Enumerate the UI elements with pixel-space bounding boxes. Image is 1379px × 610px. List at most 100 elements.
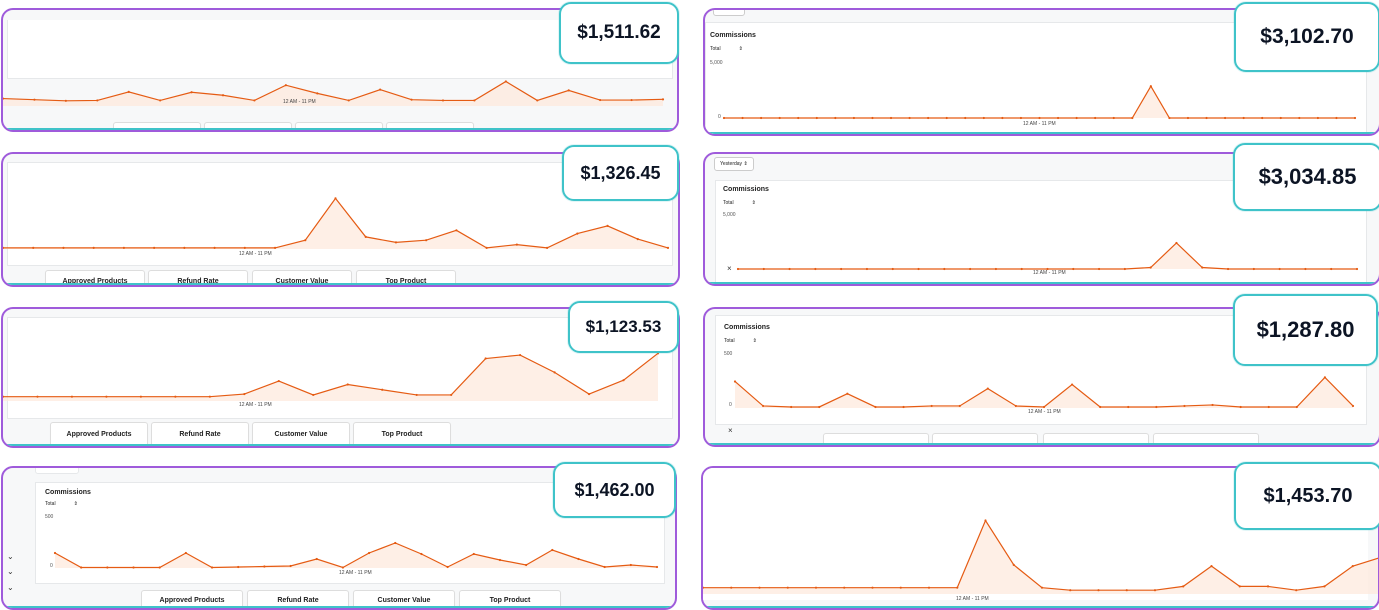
- period-select[interactable]: [35, 468, 79, 474]
- customer-value-button[interactable]: Customer Value: [295, 122, 383, 130]
- data-point: [567, 89, 570, 92]
- data-point: [736, 267, 740, 271]
- data-point: [741, 116, 744, 120]
- approved-products-button[interactable]: Approved Products: [113, 122, 201, 130]
- earnings-badge-2: $3,102.70: [1234, 2, 1379, 72]
- total-select[interactable]: Total ⇕: [724, 338, 757, 344]
- x-axis-label: 12 AM - 11 PM: [339, 570, 372, 576]
- total-select-value: Total: [724, 338, 735, 344]
- refund-rate-button[interactable]: [932, 433, 1038, 445]
- refund-rate-button[interactable]: Refund Rate: [148, 270, 248, 285]
- total-select[interactable]: Total ⇕: [45, 501, 78, 507]
- select-arrows-icon: ⇕: [751, 200, 756, 206]
- line-chart-2: [722, 85, 1357, 120]
- customer-value-button[interactable]: Customer Value: [252, 422, 350, 446]
- data-point: [304, 239, 307, 242]
- refund-rate-button[interactable]: Refund Rate: [247, 590, 349, 608]
- earnings-card-4: Yesterday ⇕ Commissions Total ⇕ 5,000 × 1…: [703, 152, 1379, 286]
- total-select[interactable]: Total ⇕: [710, 46, 743, 52]
- data-point: [1351, 565, 1354, 568]
- data-point: [1070, 383, 1074, 386]
- data-point: [153, 246, 156, 249]
- chart-title: Commissions: [724, 324, 770, 331]
- data-point: [1226, 267, 1230, 271]
- data-point: [629, 563, 632, 567]
- data-point: [221, 94, 225, 97]
- card-bottom-border: [705, 282, 1379, 284]
- data-point: [840, 267, 843, 271]
- data-point: [208, 395, 211, 398]
- data-point: [213, 246, 216, 249]
- data-point: [410, 98, 413, 101]
- approved-products-button[interactable]: [823, 433, 929, 445]
- series-line: [3, 352, 659, 398]
- chevron-down-icon[interactable]: ⌄: [7, 567, 14, 576]
- data-point: [484, 357, 487, 360]
- data-point: [277, 379, 280, 383]
- data-point: [733, 380, 737, 383]
- data-point: [33, 98, 36, 101]
- y-tick-top: 500: [45, 514, 54, 520]
- data-point: [347, 99, 350, 102]
- select-arrows-icon: ⇕: [752, 338, 757, 344]
- refund-rate-button[interactable]: Refund Rate: [204, 122, 292, 130]
- data-point: [622, 379, 625, 382]
- data-point: [485, 246, 488, 249]
- data-point: [1316, 116, 1319, 120]
- card-bottom-border: [3, 606, 675, 608]
- data-point: [420, 552, 423, 556]
- data-point: [1323, 585, 1326, 588]
- data-point: [1042, 405, 1046, 409]
- data-point: [3, 395, 5, 398]
- data-point: [1183, 404, 1186, 408]
- data-point: [814, 267, 817, 271]
- data-point: [1046, 267, 1049, 271]
- data-point: [394, 541, 397, 545]
- top-product-button[interactable]: Top Product: [356, 270, 456, 285]
- chevron-down-icon[interactable]: ⌄: [7, 583, 14, 592]
- data-point: [786, 586, 789, 589]
- data-point: [273, 246, 277, 249]
- period-select[interactable]: Yesterday ⇕: [714, 157, 754, 171]
- customer-value-button[interactable]: Customer Value: [353, 590, 455, 608]
- earnings-badge-4: $3,034.85: [1233, 143, 1379, 211]
- refund-rate-button[interactable]: Refund Rate: [151, 422, 249, 446]
- data-point: [1298, 116, 1301, 120]
- approved-products-button[interactable]: Approved Products: [141, 590, 243, 608]
- data-point: [253, 99, 256, 102]
- data-point: [917, 267, 920, 271]
- data-point: [1097, 589, 1100, 592]
- top-product-button[interactable]: Top Product: [353, 422, 451, 446]
- data-point: [184, 551, 187, 555]
- data-point: [871, 116, 874, 120]
- total-select-value: Total: [710, 46, 721, 52]
- data-point: [762, 267, 765, 271]
- data-point: [930, 404, 933, 408]
- data-point: [1242, 116, 1245, 120]
- total-select[interactable]: Total ⇕: [723, 200, 756, 206]
- close-icon[interactable]: ×: [727, 264, 732, 273]
- customer-value-button[interactable]: [1043, 433, 1149, 445]
- data-point: [1304, 267, 1307, 271]
- data-point: [183, 246, 186, 249]
- card-bottom-border: [705, 132, 1379, 134]
- data-point: [1279, 116, 1282, 120]
- top-product-button[interactable]: [1153, 433, 1259, 445]
- data-point: [1239, 405, 1242, 409]
- top-product-button[interactable]: Top Product: [386, 122, 474, 130]
- data-point: [1112, 116, 1115, 120]
- data-point: [504, 80, 507, 83]
- close-icon[interactable]: ×: [728, 426, 733, 435]
- data-point: [1266, 585, 1270, 588]
- data-point: [243, 392, 246, 396]
- data-point: [334, 197, 337, 200]
- data-point: [62, 246, 65, 249]
- data-point: [210, 566, 214, 569]
- approved-products-button[interactable]: Approved Products: [45, 270, 145, 285]
- period-select[interactable]: [713, 10, 745, 16]
- top-product-button[interactable]: Top Product: [459, 590, 561, 608]
- customer-value-button[interactable]: Customer Value: [252, 270, 352, 285]
- data-point: [778, 116, 781, 120]
- chevron-down-icon[interactable]: ⌄: [7, 552, 14, 561]
- approved-products-button[interactable]: Approved Products: [50, 422, 148, 446]
